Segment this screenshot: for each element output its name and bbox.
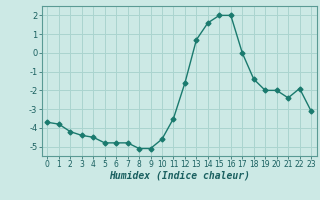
X-axis label: Humidex (Indice chaleur): Humidex (Indice chaleur)	[109, 171, 250, 181]
